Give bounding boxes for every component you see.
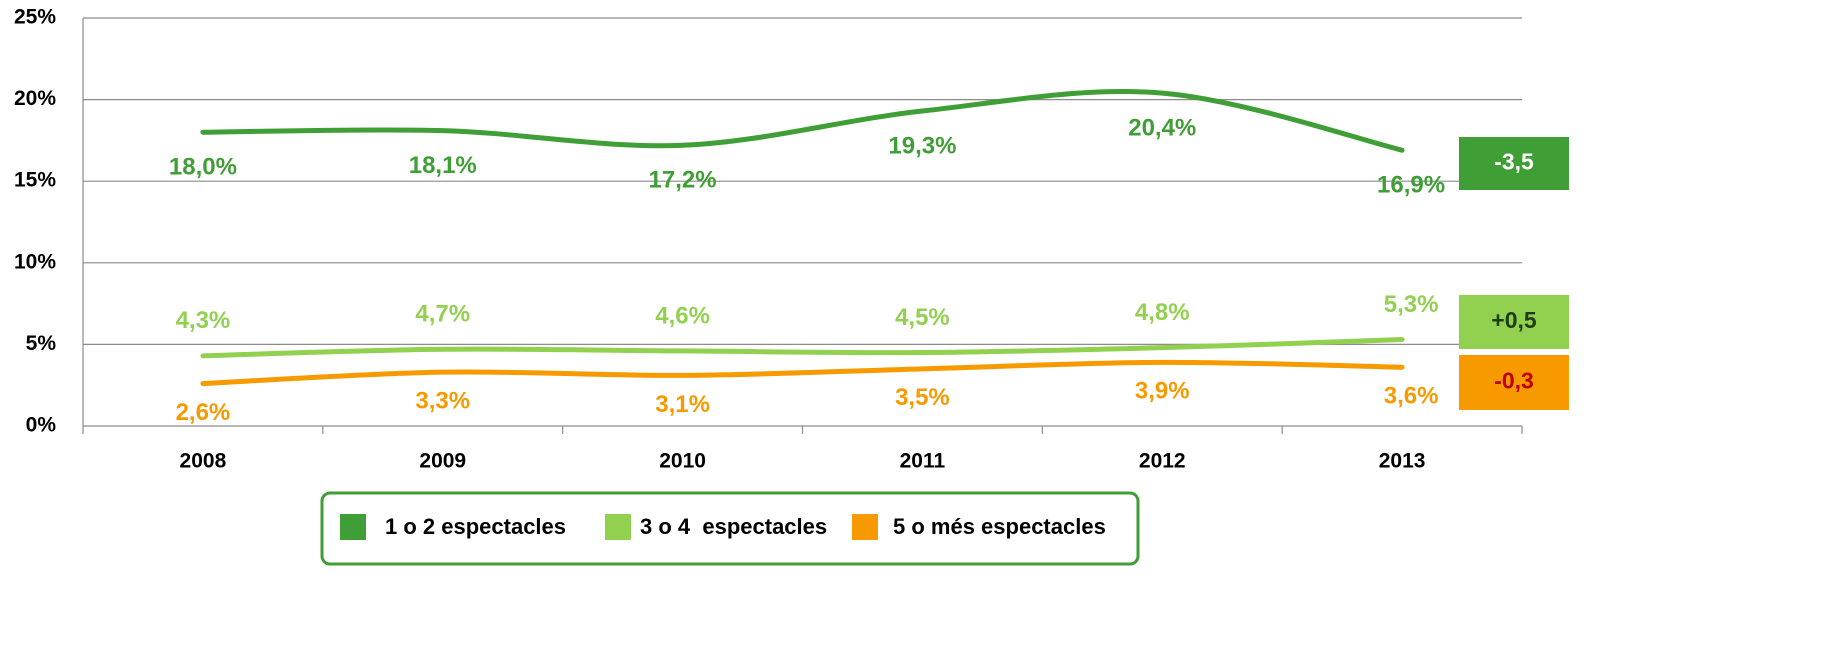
data-label: 18,1% (409, 152, 477, 179)
data-label: 4,8% (1135, 299, 1190, 326)
y-tick-label: 5% (26, 332, 57, 355)
legend-swatch (852, 514, 878, 540)
data-label: 2,6% (176, 399, 231, 426)
data-label: 3,3% (415, 387, 470, 414)
legend-swatch (605, 514, 631, 540)
y-tick-label: 25% (14, 6, 56, 29)
x-tick-label: 2013 (1379, 450, 1426, 473)
y-tick-label: 15% (14, 169, 56, 192)
change-box (1459, 137, 1569, 190)
data-label: 17,2% (649, 167, 717, 194)
data-label: 4,5% (895, 304, 950, 331)
data-label: 4,7% (415, 301, 470, 328)
data-label: 4,6% (655, 302, 710, 329)
data-label: 4,3% (176, 307, 231, 334)
legend-label: 1 o 2 espectacles (385, 514, 566, 539)
data-label: 5,3% (1384, 291, 1439, 318)
y-tick-label: 0% (26, 414, 57, 437)
legend-label: 5 o més espectacles (893, 514, 1106, 539)
data-label: 19,3% (888, 132, 956, 159)
series-line (200, 337, 1405, 359)
change-box (1459, 355, 1569, 410)
data-label: 20,4% (1128, 114, 1196, 141)
legend-swatch (340, 514, 366, 540)
x-tick-label: 2012 (1139, 450, 1186, 473)
data-label: 3,6% (1384, 383, 1439, 410)
series-line (200, 89, 1405, 153)
x-tick-label: 2008 (180, 450, 227, 473)
y-tick-label: 10% (14, 250, 56, 273)
y-tick-label: 20% (14, 87, 56, 110)
legend-label: 3 o 4 espectacles (640, 514, 827, 539)
series-line (200, 359, 1405, 387)
data-label: 3,1% (655, 391, 710, 418)
data-label: 3,9% (1135, 378, 1190, 405)
change-label: +0,5 (1491, 307, 1537, 333)
x-tick-label: 2011 (900, 450, 946, 473)
change-label: -3,5 (1494, 149, 1534, 175)
data-label: 18,0% (169, 154, 237, 181)
change-box (1459, 295, 1569, 349)
data-label: 3,5% (895, 384, 950, 411)
x-tick-label: 2010 (659, 450, 706, 473)
legend-box (320, 491, 1140, 566)
change-label: -0,3 (1494, 368, 1534, 394)
data-label: 16,9% (1377, 172, 1445, 199)
x-tick-label: 2009 (419, 450, 466, 473)
